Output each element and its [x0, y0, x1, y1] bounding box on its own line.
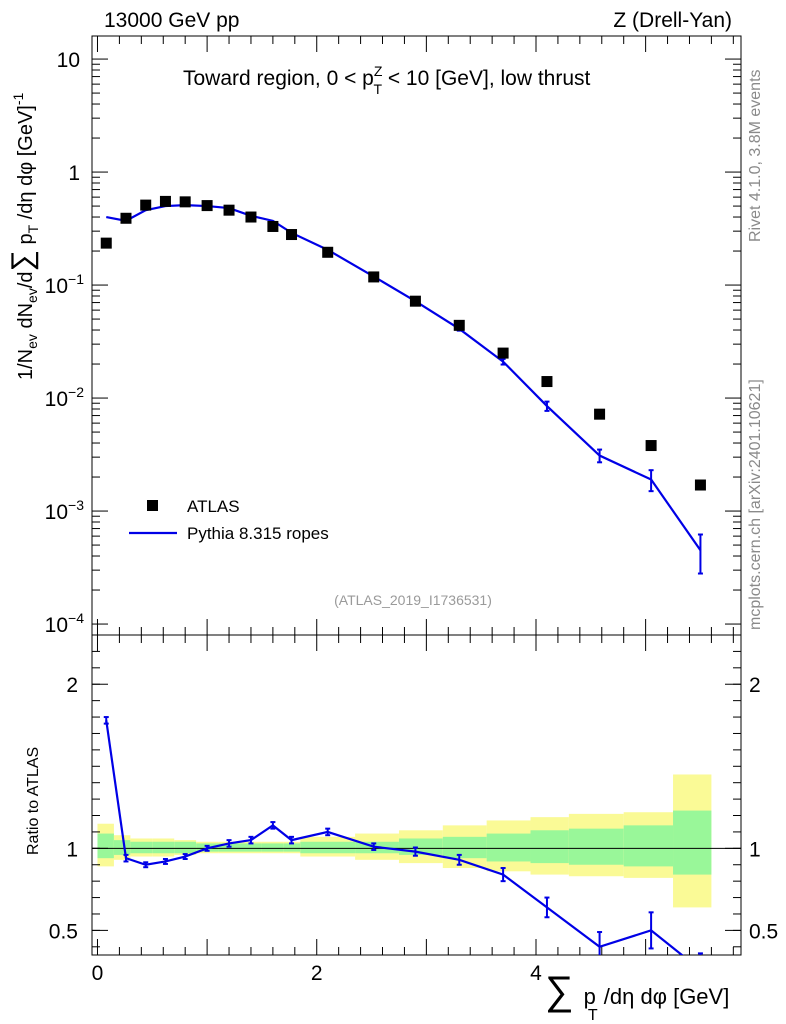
ratio-inner-band-bin: [261, 843, 284, 852]
ratio-y-tick-label-left: 0.5: [49, 920, 78, 943]
main-y-tick-label: 10−3: [45, 497, 85, 524]
ratio-y-tick-label-right: 0.5: [749, 920, 778, 943]
ratio-inner-band-bin: [442, 836, 487, 859]
data-point: [594, 408, 606, 420]
ratio-y-tick-label-right: 2: [749, 674, 761, 697]
data-point: [368, 271, 380, 283]
ratio-inner-band-bin: [673, 810, 712, 875]
data-point: [409, 295, 421, 307]
ratio-inner-band-bin: [530, 830, 569, 864]
plot-title: Toward region, 0 < pZ T < 10 [GeV], low t…: [183, 63, 591, 97]
title-subscript: T: [373, 81, 382, 97]
title-superscript: Z: [374, 63, 383, 79]
ratio-clipped-group: [103, 716, 703, 955]
main-y-tick-label: 10−4: [45, 610, 85, 637]
main-y-axis-label: 1/Nev dNev/d∑ pT /dη dφ [GeV]-1: [6, 92, 41, 380]
ratio-inner-band-bin: [283, 843, 301, 852]
data-point: [541, 376, 553, 388]
data-point: [453, 319, 465, 331]
ratio-inner-band-bin: [623, 825, 674, 867]
data-point: [322, 246, 334, 258]
x-tick-label: 4: [530, 962, 542, 985]
ratio-plot-marks: [103, 716, 703, 955]
main-y-tick-label: 10−1: [45, 271, 85, 298]
x-tick-label: 0: [92, 962, 104, 985]
main-plot-marks: [100, 195, 706, 575]
data-point: [120, 212, 132, 224]
data-point: [497, 347, 509, 359]
main-y-tick-label: 1: [68, 162, 80, 185]
axis-ticks: 10 1 10−1 10−2 10−3 10−4 2 2 1 1 0.5 0.5 0 2 4: [45, 36, 778, 985]
data-point: [286, 229, 298, 241]
data-point: [645, 440, 657, 452]
data-point: [694, 479, 706, 491]
ratio-panel-frame: [91, 634, 742, 956]
data-point: [245, 211, 257, 223]
data-point: [159, 195, 171, 207]
data-point: [201, 200, 213, 212]
legend-data-label: ATLAS: [187, 497, 240, 516]
ratio-inner-band-bin: [130, 841, 153, 854]
main-y-tick-label: 10−2: [45, 384, 85, 411]
ratio-inner-band-bin: [568, 828, 624, 865]
data-point: [223, 204, 235, 216]
main-y-tick-label: 10: [57, 49, 80, 72]
rivet-label: Rivet 4.1.0, 3.8M events: [747, 69, 764, 242]
main-panel-frame: [91, 35, 742, 636]
data-point: [140, 199, 152, 211]
data-point: [267, 220, 279, 232]
ratio-inner-band-bin: [486, 833, 531, 862]
main-frame-rect: [91, 35, 742, 636]
data-point: [179, 196, 191, 208]
x-tick-label: 2: [311, 962, 323, 985]
data-point: [100, 237, 112, 249]
ratio-y-tick-label-left: 2: [66, 674, 78, 697]
legend-data-marker: [147, 500, 158, 511]
ratio-frame-rect: [91, 634, 742, 956]
ratio-y-tick-label-right: 1: [749, 838, 761, 861]
ratio-y-tick-label-left: 1: [66, 838, 78, 861]
ratio-inner-band-bin: [239, 843, 262, 852]
legend-mc-label: Pythia 8.315 ropes: [187, 524, 329, 543]
ratio-y-axis-label: Ratio to ATLAS: [25, 747, 42, 855]
analysis-watermark: (ATLAS_2019_I1736531): [334, 592, 492, 608]
ratio-inner-band-bin: [97, 833, 114, 859]
mcplots-label: mcplots.cern.ch [arXiv:2401.10621]: [747, 379, 764, 630]
ratio-inner-band-bin: [152, 841, 175, 854]
ratio-inner-band-bin: [300, 841, 356, 854]
ratio-inner-band-bin: [174, 841, 197, 854]
ratio-inner-band-bin: [113, 840, 131, 855]
ratio-uncertainty-bands: [97, 774, 712, 908]
header-collision: 13000 GeV pp: [104, 9, 239, 32]
header-process: Z (Drell-Yan): [613, 9, 732, 32]
